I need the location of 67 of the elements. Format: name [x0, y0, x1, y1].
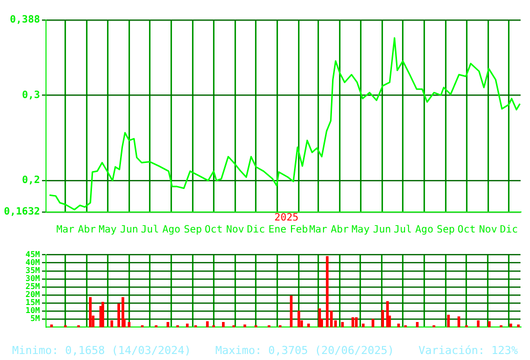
bar	[298, 310, 300, 328]
x-tick-label: Sep	[436, 224, 455, 236]
bar	[362, 324, 365, 328]
x-tick-label: Oct	[458, 224, 476, 236]
bar	[128, 322, 130, 328]
y-tick-label: 20M	[26, 290, 40, 300]
bar	[186, 324, 189, 328]
x-tick-label: Mar	[56, 224, 74, 236]
x-tick-label: Ago	[415, 224, 434, 236]
bar	[416, 322, 419, 328]
x-tick-label: Ene	[268, 224, 286, 236]
bar	[386, 301, 389, 328]
bar	[166, 322, 170, 328]
x-tick-label: Oct	[204, 224, 223, 236]
x-tick-label: Sep	[184, 224, 202, 236]
bar	[326, 256, 329, 328]
bar	[206, 321, 209, 328]
bar	[290, 295, 293, 328]
bar	[488, 321, 491, 328]
bar	[341, 322, 344, 328]
x-tick-label: May	[98, 224, 117, 236]
y-tick-label: 45M	[26, 250, 40, 259]
bar	[307, 324, 310, 328]
x-tick-label: Jun	[373, 224, 392, 236]
y-tick-label: 15M	[26, 298, 40, 308]
x-tick-label: Nov	[479, 224, 498, 236]
x-tick-label: Jul	[140, 224, 159, 236]
y-tick-label: 0,1632	[4, 206, 40, 218]
y-tick-label: 0,388	[10, 14, 40, 26]
text: Variación: 123%	[418, 344, 518, 357]
x-tick-label: Dic	[246, 224, 265, 236]
x-tick-label: Jul	[394, 224, 412, 236]
bar	[447, 314, 450, 328]
x-tick-label: Mar	[309, 224, 328, 236]
y-tick-label: 30M	[26, 274, 40, 284]
y-tick-label: 0,3	[22, 90, 40, 101]
y-tick-label: 0,2	[22, 175, 40, 186]
bar	[509, 324, 512, 328]
bar	[355, 317, 358, 328]
bar	[397, 324, 400, 328]
bar	[372, 318, 374, 328]
bar	[352, 317, 354, 328]
x-tick-label: Feb	[290, 224, 308, 236]
y-tick-label: 35M	[26, 266, 40, 275]
x-tick-label: Abr	[330, 224, 349, 236]
y-tick-label: 40M	[26, 258, 40, 267]
text: Minimo: 0,1658 (14/03/2024)	[12, 344, 191, 357]
bar	[476, 320, 480, 328]
bar	[381, 310, 384, 328]
bar	[89, 297, 92, 328]
bar	[458, 316, 460, 328]
text: 2025	[274, 212, 299, 224]
x-tick-label: Dic	[500, 224, 518, 236]
y-tick-label: 10M	[26, 306, 40, 316]
x-tick-label: May	[352, 224, 370, 236]
text: Maximo: 0,3705 (20/06/2025)	[215, 344, 394, 357]
bar	[222, 322, 225, 328]
y-tick-label: 5M	[30, 314, 40, 324]
x-tick-label: Ago	[162, 224, 180, 236]
bar	[110, 320, 114, 328]
bar	[101, 302, 104, 328]
x-tick-label: Abr	[78, 224, 96, 236]
y-tick-label: 25M	[26, 282, 40, 292]
bar	[517, 324, 520, 328]
x-tick-label: Nov	[226, 224, 244, 236]
x-tick-label: Jun	[120, 224, 138, 236]
bar	[50, 324, 53, 328]
